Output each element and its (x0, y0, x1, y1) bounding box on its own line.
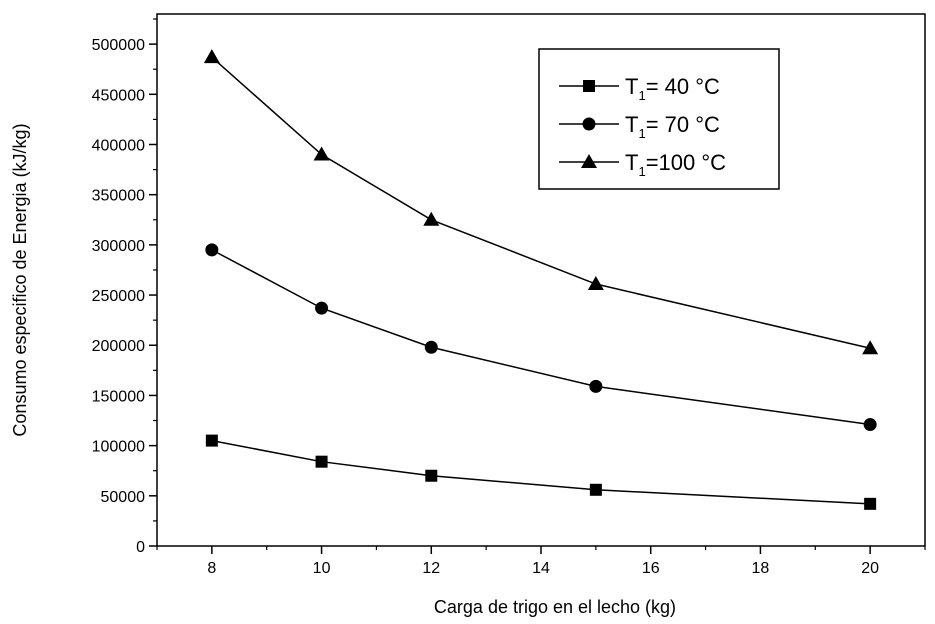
series-line (211, 249, 871, 426)
legend-marker (581, 154, 597, 168)
x-tick-label: 18 (752, 560, 770, 577)
data-point (315, 301, 329, 315)
legend-label: T1= 70 °C (625, 112, 720, 141)
legend-label: T1=100 °C (625, 150, 726, 179)
data-point (423, 211, 440, 226)
legend-entry: T1= 70 °C (559, 112, 720, 141)
series-square (205, 434, 877, 510)
x-tick-label: 8 (207, 560, 216, 577)
series-line (211, 439, 871, 505)
data-point (425, 469, 438, 482)
data-point (864, 497, 877, 510)
y-tick-label: 400000 (92, 137, 145, 154)
y-tick-label: 350000 (92, 188, 145, 205)
legend-entry: T1= 40 °C (559, 74, 720, 103)
x-tick-label: 10 (313, 560, 331, 577)
data-point (862, 340, 879, 355)
y-tick-label: 450000 (92, 87, 145, 104)
legend-entry: T1=100 °C (559, 150, 726, 179)
x-tick-label: 12 (422, 560, 440, 577)
series-triangle (203, 49, 879, 355)
data-point (589, 379, 603, 393)
y-tick-label: 250000 (92, 288, 145, 305)
data-point (313, 146, 330, 161)
data-point (203, 49, 220, 64)
y-axis-title: Consumo especifico de Energia (kJ/kg) (10, 123, 30, 436)
y-tick-label: 100000 (92, 439, 145, 456)
legend: T1= 40 °C T1= 70 °C T1=100 °C (538, 48, 780, 190)
legend-marker (583, 80, 595, 92)
series-circle (205, 243, 877, 432)
x-tick-label: 16 (642, 560, 660, 577)
data-point (863, 418, 877, 432)
legend-label: T1= 40 °C (625, 74, 720, 103)
data-point (587, 276, 604, 291)
y-tick-label: 300000 (92, 238, 145, 255)
legend-marker (582, 117, 596, 131)
x-tick-label: 14 (532, 560, 550, 577)
legend-box (538, 48, 780, 190)
data-point (205, 434, 218, 447)
data-point (315, 455, 328, 468)
x-tick-label: 20 (861, 560, 879, 577)
y-tick-label: 150000 (92, 388, 145, 405)
x-axis-title: Carga de trigo en el lecho (kg) (434, 597, 676, 617)
y-tick-label: 50000 (101, 489, 146, 506)
data-point (589, 483, 602, 496)
axes: 8 10 12 14 16 18 20 0 50000 100000 150000 200000 250… (92, 18, 926, 577)
y-tick-label: 0 (136, 539, 145, 556)
series-layer (203, 49, 879, 510)
y-tick-label: 200000 (92, 338, 145, 355)
data-point (205, 243, 219, 257)
data-point (424, 340, 438, 354)
y-tick-label: 500000 (92, 37, 145, 54)
